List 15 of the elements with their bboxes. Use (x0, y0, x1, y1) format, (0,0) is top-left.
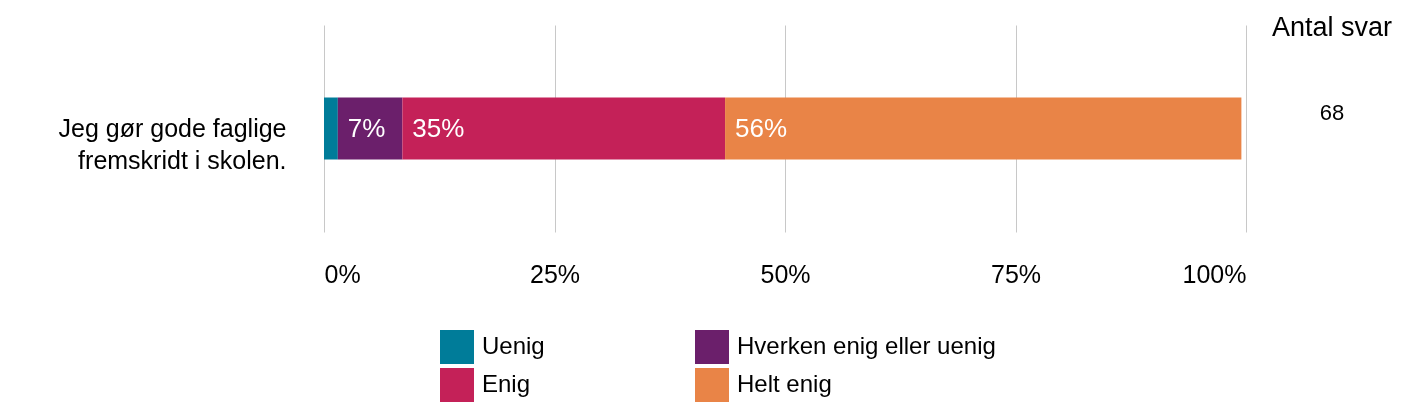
data-label: 35% (412, 112, 465, 143)
text: 68 (1319, 100, 1345, 125)
x-tick-label: 100% (1182, 259, 1247, 288)
legend-label: Hverken enig eller uenig (737, 332, 996, 359)
legend-label: Uenig (482, 332, 545, 359)
x-tick-label: 0% (324, 259, 361, 288)
legend-label: Helt enig (737, 370, 832, 397)
data-label: 7% (347, 112, 386, 143)
text: Antal svar (1271, 12, 1393, 42)
data-label: 56% (735, 112, 788, 143)
x-tick-label: 25% (529, 259, 581, 288)
y-tick-label: Jeg gør gode faglige fremskridt i skolen. (58, 113, 287, 174)
legend-label: Enig (482, 370, 531, 397)
x-tick-label: 75% (990, 259, 1042, 288)
x-tick-label: 50% (760, 259, 811, 288)
